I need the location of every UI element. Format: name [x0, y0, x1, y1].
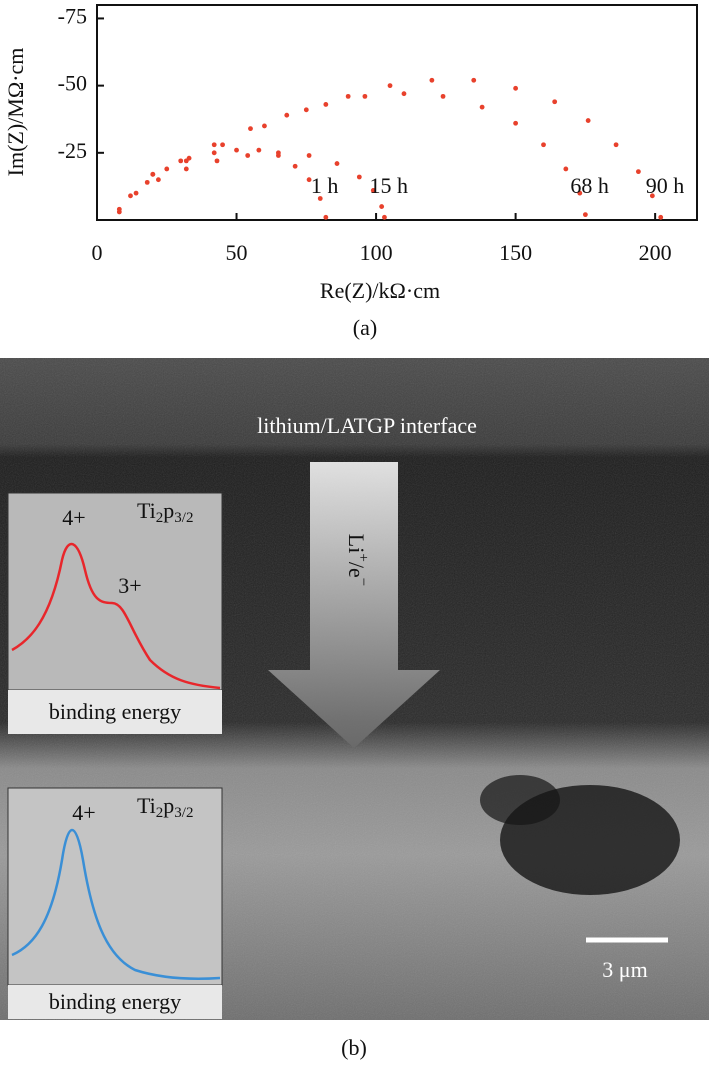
- data-point: [262, 123, 267, 129]
- inset: [7, 492, 223, 691]
- data-point: [211, 142, 217, 148]
- data-point: [164, 166, 170, 172]
- series-label: 15 h: [369, 173, 408, 198]
- data-point: [577, 190, 583, 196]
- spectrum-label: Ti2p3/2: [137, 498, 193, 526]
- arrow-label: Li+/e−: [344, 534, 371, 586]
- data-point: [245, 153, 251, 158]
- data-point: [382, 214, 387, 220]
- data-point: [144, 179, 150, 185]
- data-point: [362, 93, 368, 99]
- data-point: [248, 126, 253, 132]
- x-tick-label: 100: [360, 240, 393, 265]
- data-point: [541, 142, 546, 148]
- data-point: [306, 153, 312, 158]
- data-point: [370, 188, 376, 193]
- data-point: [128, 193, 133, 199]
- y-tick-label: -75: [58, 3, 87, 28]
- peak-label: 4+: [72, 800, 95, 825]
- caption-b: (b): [341, 1035, 367, 1060]
- y-tick-label: -25: [58, 138, 87, 163]
- data-point: [582, 212, 588, 218]
- x-tick-label: 200: [639, 240, 672, 265]
- spectrum: [11, 542, 221, 690]
- data-point: [292, 163, 298, 169]
- data-point: [155, 177, 161, 183]
- data-point: [214, 158, 220, 164]
- data-point: [513, 85, 519, 91]
- x-tick-label: 50: [226, 240, 248, 265]
- y-axis-label: Im(Z)/MΩ·cm: [3, 48, 28, 177]
- data-point: [440, 93, 446, 99]
- data-point: [563, 166, 569, 172]
- data-point: [356, 174, 362, 180]
- data-point: [479, 104, 485, 110]
- data-point: [150, 171, 156, 177]
- data-point: [658, 214, 664, 220]
- plot: 0 50 100 150 200 -75 -50 -25 1 h 15 h 68 h 90 h: [58, 3, 685, 265]
- data-point: [345, 93, 351, 99]
- data-point: [429, 77, 435, 83]
- series-label: 1 h: [311, 173, 339, 198]
- caption-a: (a): [353, 315, 377, 340]
- data-point: [303, 107, 309, 113]
- data-point: [256, 147, 262, 153]
- sem-image: lithium/LATGP interface Li+/e− 4+ 3+ Ti2…: [0, 358, 709, 1020]
- data-point: [334, 161, 340, 166]
- data-point: [323, 102, 329, 107]
- inset-label-bg: [8, 690, 222, 734]
- data-point: [211, 150, 217, 156]
- inset-x-label: binding energy: [49, 989, 181, 1014]
- interface-label: lithium/LATGP interface: [257, 413, 477, 438]
- data-point: [220, 142, 225, 148]
- data-point: [133, 190, 139, 196]
- data-point: [323, 214, 329, 220]
- data-point: [116, 206, 122, 212]
- data-point: [471, 77, 477, 83]
- data-point: [613, 142, 619, 148]
- scale-bar-label: 3 μm: [602, 957, 647, 982]
- x-axis-label: Re(Z)/kΩ·cm: [320, 278, 440, 303]
- data-point: [306, 177, 312, 183]
- data-point: [317, 196, 323, 201]
- data-point: [275, 150, 281, 156]
- series-label: 68 h: [570, 173, 609, 198]
- spectrum-label: Ti2p3/2: [137, 793, 193, 821]
- x-tick-label: 150: [499, 240, 532, 265]
- data-point: [635, 169, 641, 175]
- series-label: 90 h: [646, 173, 685, 198]
- arrow: [268, 462, 440, 748]
- data-point: [585, 118, 591, 123]
- y-tick-label: -50: [58, 71, 87, 96]
- inset-x-label: binding energy: [49, 699, 181, 724]
- peak-label: 4+: [62, 505, 85, 530]
- x-tick-label: 0: [92, 240, 103, 265]
- inset-label-bg: [8, 985, 222, 1019]
- data-point: [552, 99, 558, 105]
- spectrum: [11, 828, 221, 980]
- data-point: [178, 158, 184, 164]
- data-point: [284, 112, 290, 118]
- data-point: [649, 193, 655, 199]
- data-point: [183, 158, 189, 164]
- plot-frame: [96, 4, 698, 221]
- peak-label: 3+: [118, 573, 141, 598]
- data-point: [401, 91, 407, 97]
- data-point: [387, 83, 393, 89]
- data-point: [379, 204, 385, 209]
- data-point: [234, 147, 239, 153]
- data-point: [513, 120, 519, 126]
- data-point: [183, 166, 189, 172]
